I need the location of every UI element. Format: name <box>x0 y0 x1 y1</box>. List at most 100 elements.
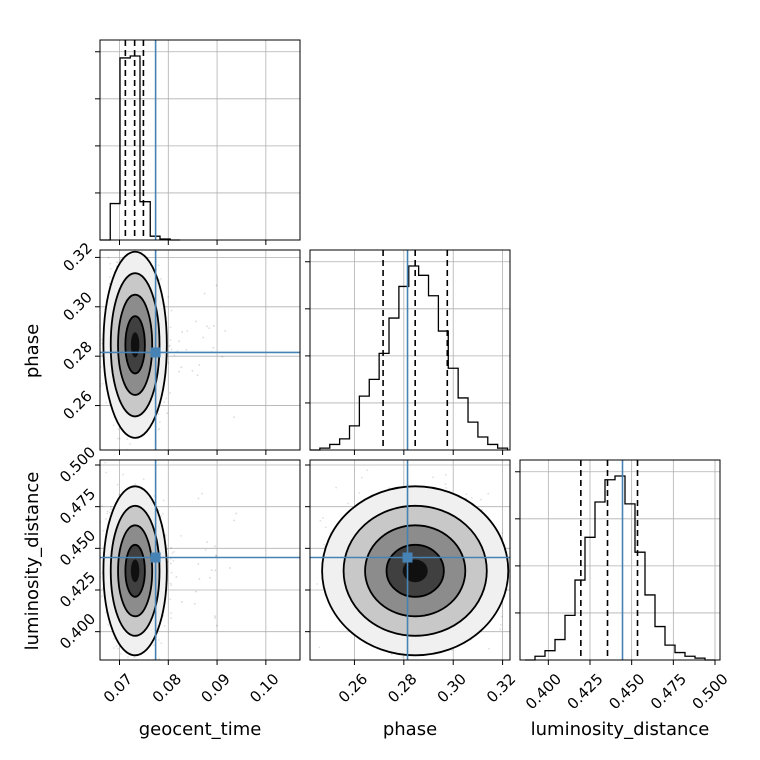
scatter-point <box>98 569 100 571</box>
scatter-point <box>445 487 448 489</box>
scatter-point <box>170 348 173 351</box>
scatter-point <box>101 354 103 357</box>
y-tick-label: 0.425 <box>56 568 99 611</box>
scatter-point <box>209 576 211 579</box>
scatter-point <box>178 340 180 343</box>
scatter-point <box>513 538 515 540</box>
scatter-point <box>224 329 227 332</box>
scatter-point <box>214 617 216 619</box>
scatter-point <box>169 326 172 329</box>
panel-background <box>100 40 300 240</box>
ylabel-luminosity-distance: luminosity_distance <box>22 472 43 651</box>
scatter-point <box>112 647 115 649</box>
scatter-point <box>128 663 130 665</box>
scatter-point <box>197 497 200 500</box>
scatter-point <box>192 244 194 246</box>
y-tick-label: 0.32 <box>59 239 95 275</box>
density-fill <box>130 559 140 583</box>
scatter-point <box>110 268 112 270</box>
scatter-point <box>160 514 163 517</box>
pair-panel-geocent_time-phase: 0.260.280.300.32 <box>59 239 301 471</box>
scatter-point <box>233 519 235 522</box>
ylabel-phase: phase <box>22 324 43 378</box>
x-tick-label: 0.28 <box>384 670 420 706</box>
scatter-point <box>175 576 178 578</box>
scatter-point <box>118 493 121 496</box>
scatter-point <box>470 496 473 499</box>
scatter-point <box>229 567 231 569</box>
scatter-point <box>197 562 200 565</box>
contour-line <box>321 485 510 657</box>
panel-frame <box>99 459 301 661</box>
scatter-point <box>167 361 170 364</box>
scatter-point <box>347 502 349 505</box>
scatter-point <box>203 292 206 295</box>
scatter-point <box>166 548 169 551</box>
scatter-point <box>160 642 163 645</box>
scatter-point <box>302 632 304 634</box>
scatter-point <box>193 602 196 605</box>
scatter-point <box>157 264 160 267</box>
xlabel-geocent-time: geocent_time <box>139 719 262 740</box>
scatter-point <box>145 241 147 243</box>
scatter-point <box>157 428 160 431</box>
scatter-point <box>158 658 161 660</box>
scatter-point <box>186 330 189 332</box>
scatter-point <box>158 509 160 512</box>
scatter-point <box>479 498 482 501</box>
scatter-point <box>116 261 118 263</box>
scatter-point <box>358 492 361 494</box>
scatter-point <box>360 476 363 479</box>
y-tick-label: 0.475 <box>56 485 99 528</box>
truth-marker <box>402 552 413 563</box>
x-tick-label: 0.10 <box>246 670 282 706</box>
scatter-point <box>107 624 109 626</box>
scatter-point <box>109 505 112 508</box>
scatter-point <box>163 625 166 627</box>
scatter-point <box>119 652 122 655</box>
scatter-point <box>134 483 137 486</box>
scatter-point <box>133 656 136 659</box>
scatter-point <box>107 256 110 259</box>
scatter-point <box>208 327 211 329</box>
scatter-point <box>172 559 175 562</box>
scatter-point <box>499 623 502 626</box>
y-tick-label: 0.500 <box>56 443 99 486</box>
scatter-point <box>127 656 129 659</box>
scatter-point <box>501 532 503 534</box>
scatter-point <box>144 454 146 456</box>
scatter-point <box>487 492 490 495</box>
scatter-point <box>390 653 393 656</box>
scatter-point <box>198 364 201 366</box>
scatter-point <box>170 546 173 549</box>
density-fill <box>402 559 428 583</box>
scatter-point <box>324 526 327 529</box>
scatter-point <box>181 600 183 603</box>
scatter-point <box>106 510 109 513</box>
scatter-point <box>318 646 321 649</box>
scatter-point <box>119 437 121 440</box>
scatter-point <box>97 566 99 568</box>
truth-marker <box>150 347 161 358</box>
histogram-step-geocent_time <box>100 55 180 241</box>
scatter-point <box>170 571 173 574</box>
scatter-point <box>98 469 100 471</box>
scatter-point <box>401 656 404 659</box>
panel-content <box>302 460 515 660</box>
scatter-point <box>500 615 503 618</box>
scatter-point <box>323 543 326 546</box>
scatter-point <box>173 354 176 357</box>
scatter-point <box>167 295 170 298</box>
scatter-point <box>201 492 203 495</box>
scatter-point <box>101 595 103 598</box>
scatter-point <box>170 562 172 565</box>
scatter-point <box>166 412 169 415</box>
scatter-point <box>214 615 216 618</box>
scatter-point <box>142 478 145 481</box>
scatter-point <box>206 541 208 543</box>
scatter-point <box>191 369 194 372</box>
scatter-point <box>169 344 171 347</box>
density-fill <box>130 332 140 358</box>
